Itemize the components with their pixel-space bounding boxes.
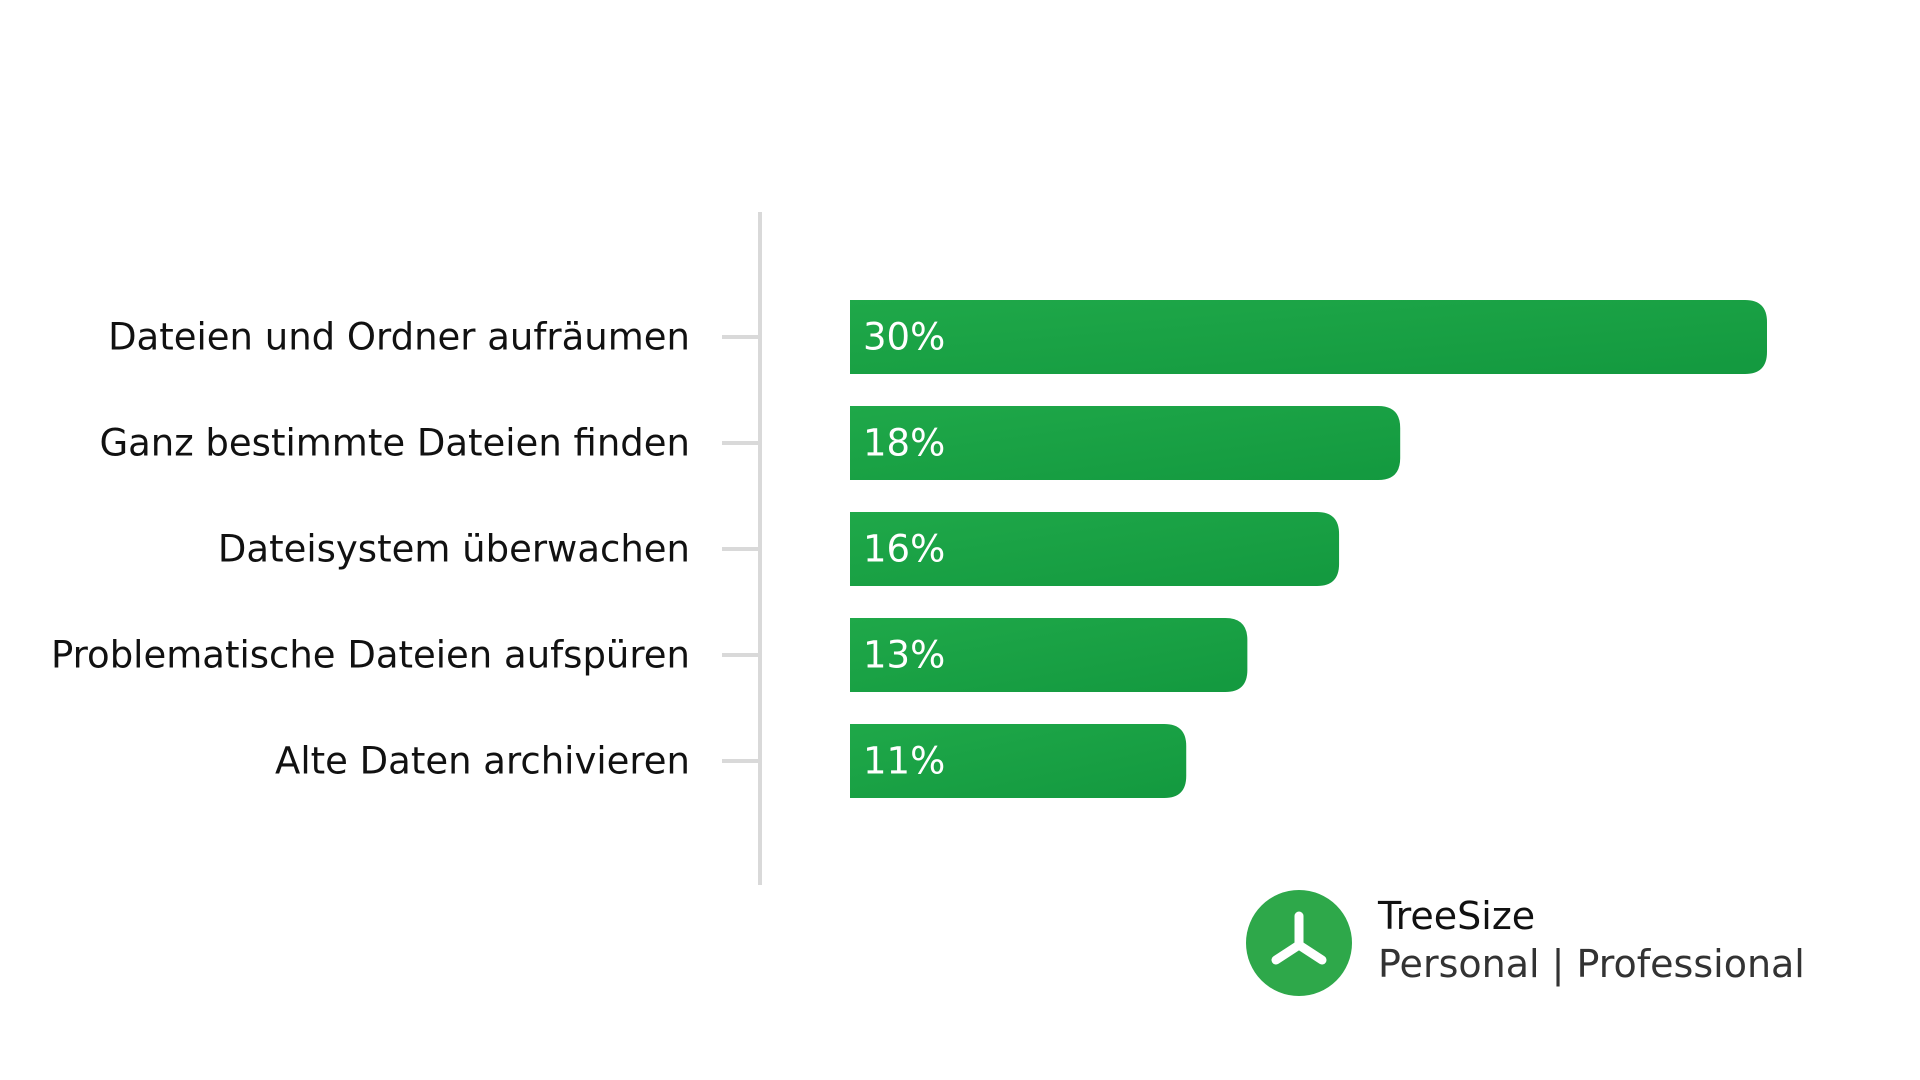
brand-editions: Personal | Professional bbox=[1378, 942, 1805, 986]
value-label: 11% bbox=[863, 740, 945, 783]
treesize-logo: TreeSize Personal | Professional bbox=[1246, 890, 1805, 1000]
value-label: 16% bbox=[863, 528, 945, 571]
value-label: 13% bbox=[863, 634, 945, 677]
category-label: Alte Daten archivieren bbox=[275, 740, 690, 783]
treesize-logo-icon bbox=[1246, 890, 1352, 996]
brand-product-name: TreeSize bbox=[1378, 894, 1536, 938]
bars bbox=[850, 300, 1767, 798]
bar-problematische-dateien-aufspuren bbox=[850, 618, 1248, 692]
value-label: 18% bbox=[863, 422, 945, 465]
category-label: Dateisystem überwachen bbox=[218, 528, 690, 571]
category-labels: Dateien und Ordner aufräumen Ganz bestimm… bbox=[51, 316, 690, 783]
category-label: Ganz bestimmte Dateien finden bbox=[99, 422, 690, 465]
value-label: 30% bbox=[863, 316, 945, 359]
value-labels: 30% 18% 16% 13% 11% bbox=[863, 316, 945, 783]
category-label: Dateien und Ordner aufräumen bbox=[108, 316, 690, 359]
axis-ticks bbox=[722, 335, 760, 763]
bar-dateisystem-uberwachen bbox=[850, 512, 1340, 586]
category-label: Problematische Dateien aufspüren bbox=[51, 634, 690, 677]
bar-dateien-und-ordner-aufraumen bbox=[850, 300, 1767, 374]
bar-ganz-bestimmte-dateien-finden bbox=[850, 406, 1401, 480]
bar-alte-daten-archivieren bbox=[850, 724, 1187, 798]
